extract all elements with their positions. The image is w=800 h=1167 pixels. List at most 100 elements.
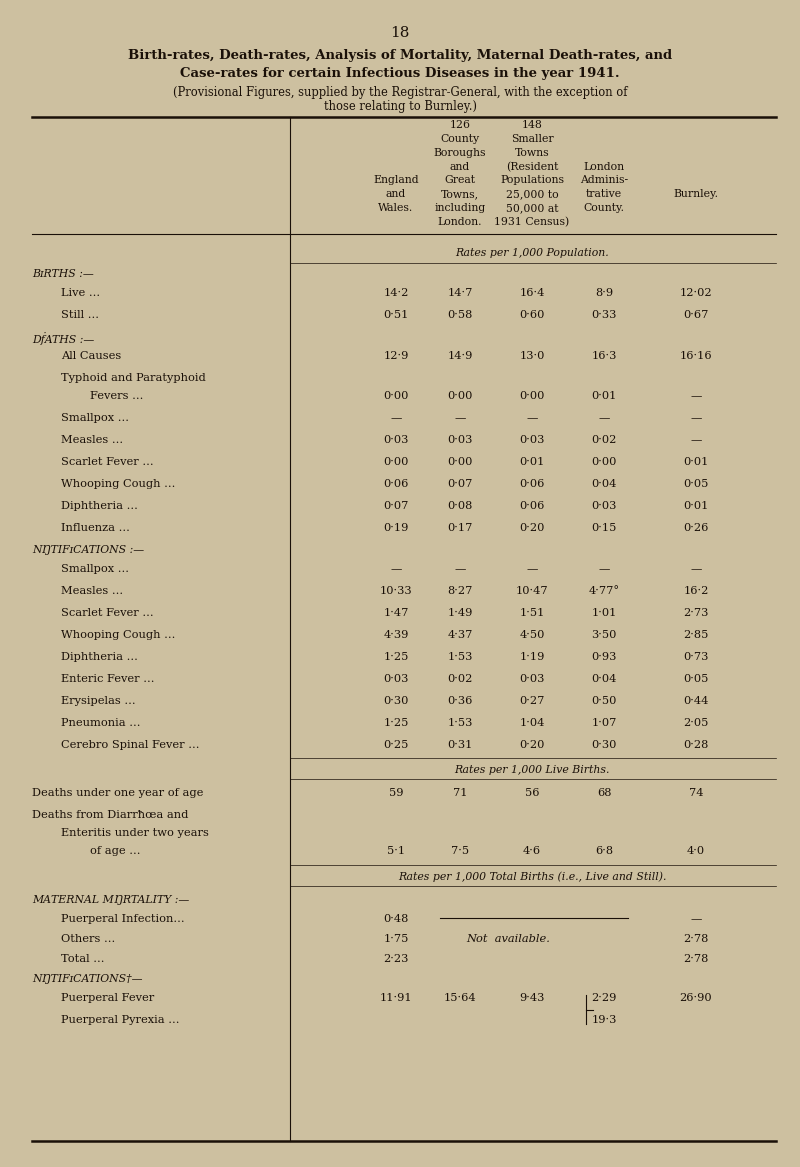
Text: 16·16: 16·16 <box>680 351 712 362</box>
Text: Measles ...: Measles ... <box>61 435 123 445</box>
Text: Erysipelas ...: Erysipelas ... <box>61 696 135 706</box>
Text: 0·00: 0·00 <box>519 391 545 401</box>
Text: Enteric Fever ...: Enteric Fever ... <box>61 673 154 684</box>
Text: 126: 126 <box>450 120 470 131</box>
Text: those relating to Burnley.): those relating to Burnley.) <box>323 100 477 113</box>
Text: 9·43: 9·43 <box>519 993 545 1002</box>
Text: 50,000 at: 50,000 at <box>506 203 558 212</box>
Text: 0·01: 0·01 <box>683 457 709 467</box>
Text: 0·93: 0·93 <box>591 652 617 662</box>
Text: —: — <box>598 413 610 424</box>
Text: 1·25: 1·25 <box>383 652 409 662</box>
Text: 0·06: 0·06 <box>519 501 545 511</box>
Text: 0·08: 0·08 <box>447 501 473 511</box>
Text: 68: 68 <box>597 789 611 798</box>
Text: 1·51: 1·51 <box>519 608 545 619</box>
Text: 1·49: 1·49 <box>447 608 473 619</box>
Text: 0·03: 0·03 <box>383 673 409 684</box>
Text: Adminis-: Adminis- <box>580 175 628 186</box>
Text: Fevers ...: Fevers ... <box>90 391 143 401</box>
Text: 0·28: 0·28 <box>683 740 709 749</box>
Text: 0·01: 0·01 <box>683 501 709 511</box>
Text: Total ...: Total ... <box>61 953 104 964</box>
Text: 0·27: 0·27 <box>519 696 545 706</box>
Text: 56: 56 <box>525 789 539 798</box>
Text: 0·73: 0·73 <box>683 652 709 662</box>
Text: All Causes: All Causes <box>61 351 121 362</box>
Text: 0·50: 0·50 <box>591 696 617 706</box>
Text: England: England <box>373 175 419 186</box>
Text: 0·20: 0·20 <box>519 740 545 749</box>
Text: trative: trative <box>586 189 622 200</box>
Text: Whooping Cough ...: Whooping Cough ... <box>61 480 175 489</box>
Text: 1·19: 1·19 <box>519 652 545 662</box>
Text: and: and <box>386 189 406 200</box>
Text: 0·30: 0·30 <box>383 696 409 706</box>
Text: Others ...: Others ... <box>61 935 115 944</box>
Text: Smaller: Smaller <box>510 134 554 144</box>
Text: 0·04: 0·04 <box>591 480 617 489</box>
Text: Great: Great <box>445 175 475 186</box>
Text: 0·04: 0·04 <box>591 673 617 684</box>
Text: Influenza ...: Influenza ... <box>61 523 130 533</box>
Text: Populations: Populations <box>500 175 564 186</box>
Text: MΑTERNAL MŊRTALITY :—: MΑTERNAL MŊRTALITY :— <box>32 895 190 906</box>
Text: 3·50: 3·50 <box>591 630 617 640</box>
Text: 1·25: 1·25 <box>383 718 409 728</box>
Text: 1·53: 1·53 <box>447 718 473 728</box>
Text: 16·3: 16·3 <box>591 351 617 362</box>
Text: 0·03: 0·03 <box>383 435 409 445</box>
Text: 0·06: 0·06 <box>519 480 545 489</box>
Text: NŊTIFɪCATIONS†—: NŊTIFɪCATIONS†— <box>32 973 142 984</box>
Text: 0·58: 0·58 <box>447 310 473 320</box>
Text: Diphtheria ...: Diphtheria ... <box>61 652 138 662</box>
Text: —: — <box>598 564 610 574</box>
Text: 4·6: 4·6 <box>523 846 541 857</box>
Text: 2·05: 2·05 <box>683 718 709 728</box>
Text: and: and <box>450 161 470 172</box>
Text: 0·48: 0·48 <box>383 915 409 924</box>
Text: 0·07: 0·07 <box>383 501 409 511</box>
Text: 10·47: 10·47 <box>516 586 548 596</box>
Text: 2·78: 2·78 <box>683 935 709 944</box>
Text: 26·90: 26·90 <box>680 993 712 1002</box>
Text: —: — <box>390 413 402 424</box>
Text: —: — <box>690 435 702 445</box>
Text: 1·01: 1·01 <box>591 608 617 619</box>
Text: Smallpox ...: Smallpox ... <box>61 413 129 424</box>
Text: 0·20: 0·20 <box>519 523 545 533</box>
Text: 0·00: 0·00 <box>383 391 409 401</box>
Text: 15·64: 15·64 <box>444 993 476 1002</box>
Text: 0·60: 0·60 <box>519 310 545 320</box>
Text: —: — <box>526 564 538 574</box>
Text: Measles ...: Measles ... <box>61 586 123 596</box>
Text: 0·17: 0·17 <box>447 523 473 533</box>
Text: 1·47: 1·47 <box>383 608 409 619</box>
Text: 14·7: 14·7 <box>447 288 473 299</box>
Text: —: — <box>454 564 466 574</box>
Text: 1·04: 1·04 <box>519 718 545 728</box>
Text: —: — <box>690 915 702 924</box>
Text: 148: 148 <box>522 120 542 131</box>
Text: —: — <box>390 564 402 574</box>
Text: 0·02: 0·02 <box>591 435 617 445</box>
Text: 0·05: 0·05 <box>683 480 709 489</box>
Text: (Resident: (Resident <box>506 161 558 172</box>
Text: —: — <box>690 391 702 401</box>
Text: 71: 71 <box>453 789 467 798</box>
Text: 0·33: 0·33 <box>591 310 617 320</box>
Text: 2·23: 2·23 <box>383 953 409 964</box>
Text: Puerperal Infection...: Puerperal Infection... <box>61 915 185 924</box>
Text: 12·9: 12·9 <box>383 351 409 362</box>
Text: Rates per 1,000 Total Births (i.e., Live and Still).: Rates per 1,000 Total Births (i.e., Live… <box>398 872 666 882</box>
Text: 25,000 to: 25,000 to <box>506 189 558 200</box>
Text: 0·03: 0·03 <box>447 435 473 445</box>
Text: Live ...: Live ... <box>61 288 100 299</box>
Text: DḟATHS :—: DḟATHS :— <box>32 333 94 345</box>
Text: 16·4: 16·4 <box>519 288 545 299</box>
Text: 16·2: 16·2 <box>683 586 709 596</box>
Text: Case-rates for certain Infectious Diseases in the year 1941.: Case-rates for certain Infectious Diseas… <box>180 67 620 79</box>
Text: 4·39: 4·39 <box>383 630 409 640</box>
Text: 0·00: 0·00 <box>383 457 409 467</box>
Text: Rates per 1,000 Population.: Rates per 1,000 Population. <box>455 247 609 258</box>
